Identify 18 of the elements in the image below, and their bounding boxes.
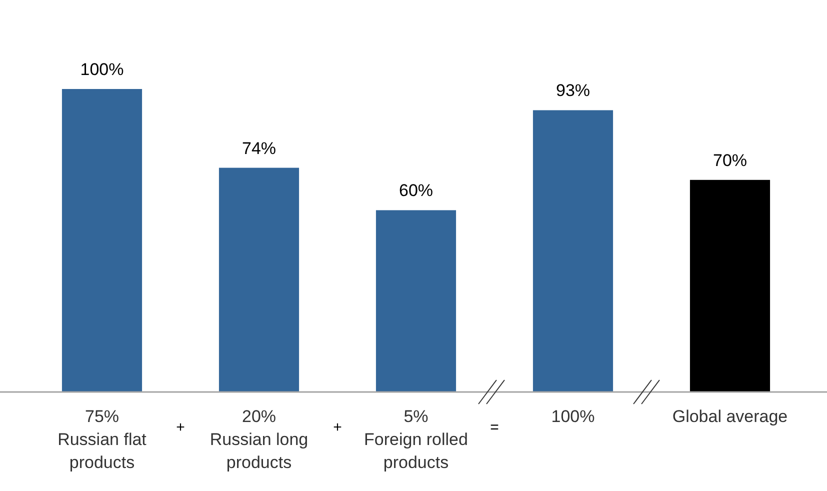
x-tick-label: Global average [672, 407, 788, 426]
bar [690, 180, 770, 392]
data-label: 60% [398, 181, 434, 200]
data-label: 70% [712, 150, 748, 170]
data-label: 93% [556, 81, 590, 100]
bar [218, 168, 300, 392]
bar [532, 110, 614, 392]
x-tick-label: 5% Foreign rolled products [364, 407, 468, 472]
x-tick-label: 75% Russian flat products [58, 407, 147, 472]
data-label: 74% [242, 138, 276, 158]
x-tick-label: 100% [551, 407, 595, 426]
bar [376, 210, 456, 392]
data-label: 100% [80, 60, 124, 79]
text: + [333, 419, 342, 436]
text: = [490, 419, 500, 436]
x-tick-label: 20% Russian long products [210, 407, 308, 472]
bar [62, 89, 142, 392]
text: + [176, 419, 186, 436]
